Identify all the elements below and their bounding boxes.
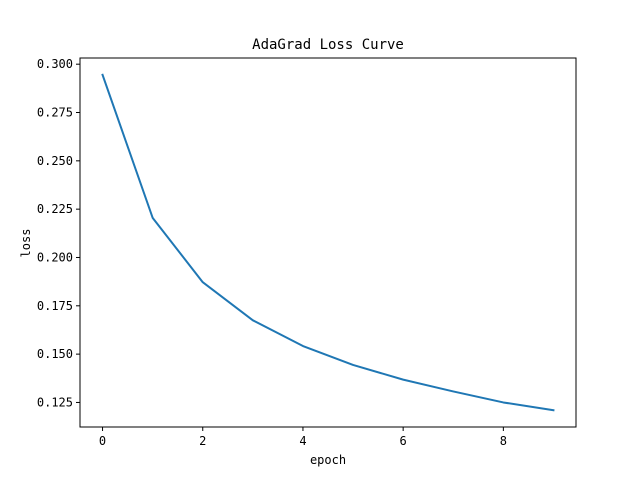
y-tick-label: 0.250 — [37, 154, 73, 168]
y-tick-label: 0.150 — [37, 347, 73, 361]
x-tick-label: 2 — [199, 434, 206, 448]
x-tick-label: 0 — [99, 434, 106, 448]
y-tick-label: 0.275 — [37, 106, 73, 120]
y-tick-label: 0.200 — [37, 250, 73, 264]
y-axis-label: loss — [19, 229, 33, 258]
chart-title: AdaGrad Loss Curve — [252, 37, 404, 53]
x-tick-label: 6 — [400, 434, 407, 448]
ticks-layer: 0 2 4 6 8 0.125 0.150 0.175 0.200 0.225 0.250 0.275… — [37, 57, 507, 448]
y-tick-label: 0.300 — [37, 57, 73, 71]
plot-frame — [79, 57, 577, 428]
y-tick-label: 0.225 — [37, 202, 73, 216]
x-tick-label: 4 — [299, 434, 306, 448]
y-tick-label: 0.125 — [37, 395, 73, 409]
y-tick-label: 0.175 — [37, 299, 73, 313]
loss-line — [101, 73, 555, 412]
x-axis-label: epoch — [310, 453, 346, 467]
line-layer — [101, 73, 555, 412]
x-tick-label: 8 — [500, 434, 507, 448]
